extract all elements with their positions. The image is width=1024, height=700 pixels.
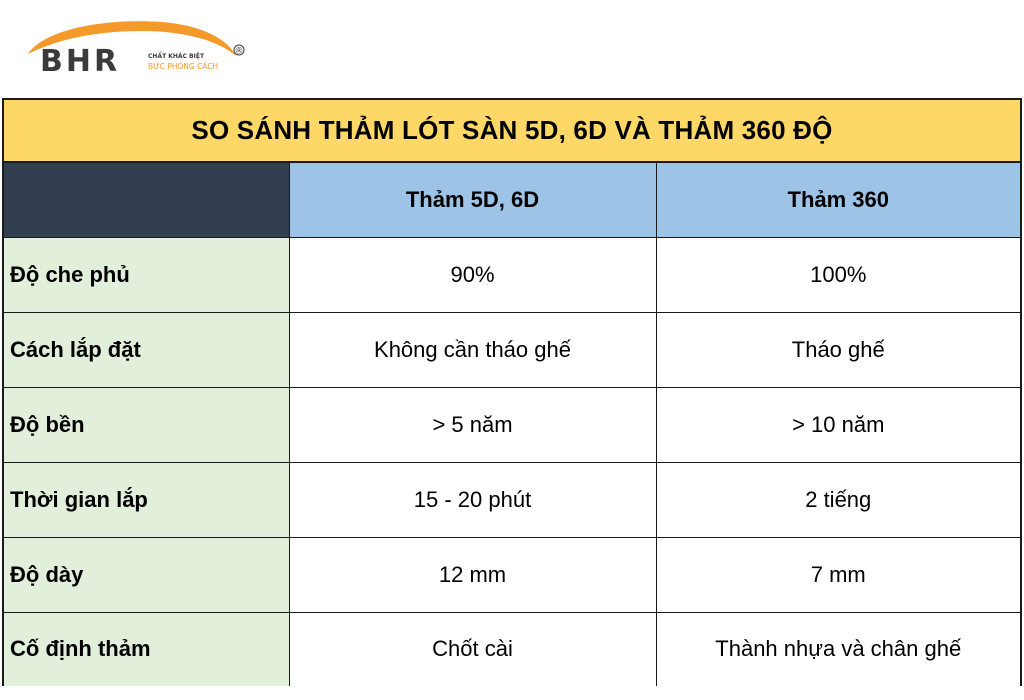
logo-text: BHR (40, 44, 120, 79)
cell-value: 100% (655, 236, 1020, 313)
table-row: Độ dày 12 mm 7 mm (4, 536, 1020, 613)
comparison-sheet: SO SÁNH THẢM LÓT SÀN 5D, 6D VÀ THẢM 360 … (2, 98, 1022, 686)
brand-logo: BHR CHẤT KHÁC BIỆT BỨC PHONG CÁCH ® (22, 16, 262, 84)
cell-value: > 10 năm (655, 386, 1020, 463)
row-label: Độ bền (4, 386, 290, 463)
row-label: Thời gian lắp (4, 461, 290, 538)
cell-value: 2 tiếng (655, 461, 1020, 538)
cell-value: Tháo ghế (655, 311, 1020, 388)
registered-mark-icon (233, 44, 245, 56)
row-label: Độ che phủ (4, 236, 290, 313)
table-row: Cách lắp đặt Không cần tháo ghế Tháo ghế (4, 311, 1020, 388)
table-row: Độ bền > 5 năm > 10 năm (4, 386, 1020, 463)
column-header-360: Thảm 360 (655, 163, 1020, 238)
registered-mark: ® (235, 47, 244, 57)
comparison-table: Thảm 5D, 6D Thảm 360 Độ che phủ 90% 100%… (4, 163, 1020, 686)
row-label: Cố định thảm (4, 611, 290, 686)
cell-value: 7 mm (655, 536, 1020, 613)
row-label: Cách lắp đặt (4, 311, 290, 388)
row-label: Độ dày (4, 536, 290, 613)
car-swoosh-icon (28, 21, 236, 56)
cell-value: Thành nhựa và chân ghế (655, 611, 1020, 686)
table-row: Thời gian lắp 15 - 20 phút 2 tiếng (4, 461, 1020, 538)
cell-value: 15 - 20 phút (288, 461, 657, 538)
cell-value: 12 mm (288, 536, 657, 613)
logo-tagline-top: CHẤT KHÁC BIỆT (148, 52, 205, 60)
logo-tagline-bottom: BỨC PHONG CÁCH (148, 62, 218, 71)
table-title-row: SO SÁNH THẢM LÓT SÀN 5D, 6D VÀ THẢM 360 … (4, 100, 1020, 163)
cell-value: Chốt cài (288, 611, 657, 686)
cell-value: 90% (288, 236, 657, 313)
corner-cell (4, 163, 290, 238)
table-row: Độ che phủ 90% 100% (4, 236, 1020, 313)
cell-value: Không cần tháo ghế (288, 311, 657, 388)
column-header-5d-6d: Thảm 5D, 6D (288, 163, 657, 238)
table-header-row: Thảm 5D, 6D Thảm 360 (4, 163, 1020, 238)
table-row: Cố định thảm Chốt cài Thành nhựa và chân… (4, 611, 1020, 686)
table-title: SO SÁNH THẢM LÓT SÀN 5D, 6D VÀ THẢM 360 … (191, 115, 833, 145)
cell-value: > 5 năm (288, 386, 657, 463)
